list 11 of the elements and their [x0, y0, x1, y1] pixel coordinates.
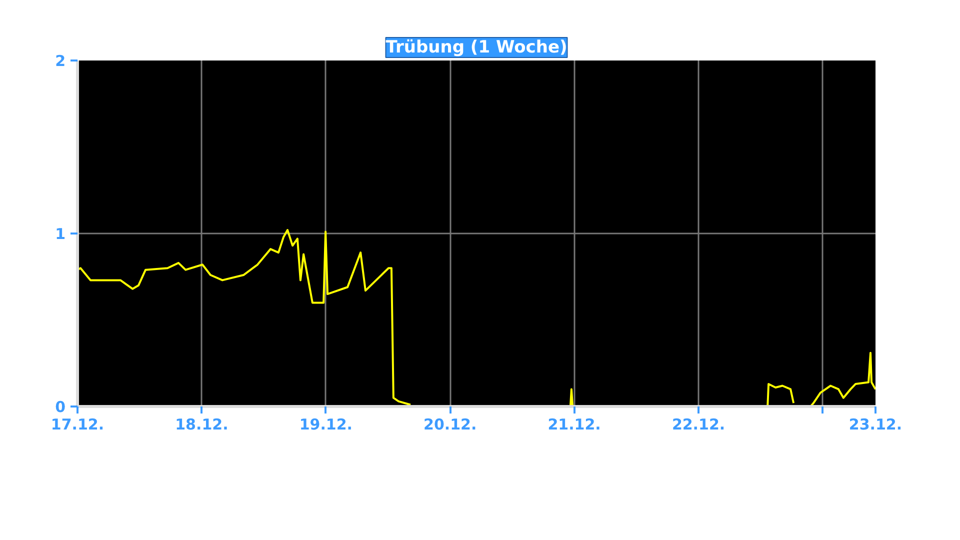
- x-tick-label: 22.12.: [672, 416, 726, 434]
- x-tick-label: 20.12.: [424, 416, 477, 434]
- y-tick-label: 0: [55, 398, 66, 416]
- y-tick-label: 1: [55, 225, 66, 243]
- x-tick-label: 17.12.: [50, 416, 104, 434]
- x-tick-label: 19.12.: [299, 416, 352, 434]
- chart-title: Trübung (1 Woche): [386, 38, 568, 58]
- x-tick-label: 23.12.: [848, 416, 902, 434]
- x-tick-label: 18.12.: [175, 416, 228, 434]
- x-tick-label: 21.12.: [548, 416, 601, 434]
- y-tick-label: 2: [55, 52, 66, 70]
